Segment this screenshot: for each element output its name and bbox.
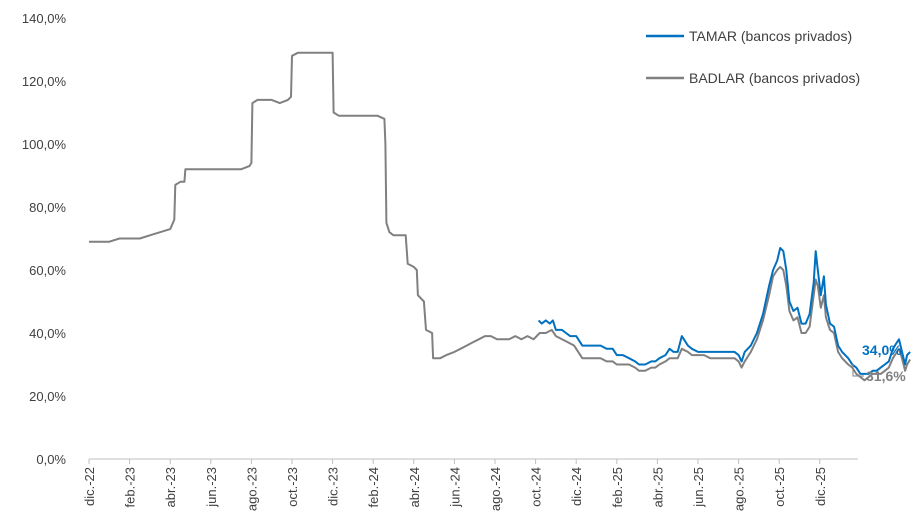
y-tick-label: 60,0% xyxy=(29,263,66,278)
y-tick-label: 100,0% xyxy=(22,137,67,152)
end-label-badlar: 31,6% xyxy=(866,368,906,384)
y-tick-label: 140,0% xyxy=(22,11,67,26)
legend-label-tamar: TAMAR (bancos privados) xyxy=(689,28,852,44)
x-tick-label: feb.-24 xyxy=(366,467,381,507)
x-tick-label: abr.-24 xyxy=(407,467,422,507)
x-tick-label: jun.-23 xyxy=(204,467,219,508)
x-tick-label: ago.-23 xyxy=(244,467,259,511)
legend: TAMAR (bancos privados) BADLAR (bancos p… xyxy=(646,28,860,86)
legend-label-badlar: BADLAR (bancos privados) xyxy=(689,70,860,86)
x-tick-label: oct.-23 xyxy=(285,467,300,507)
x-tick-label: feb.-23 xyxy=(123,467,138,507)
x-axis-ticks: dic.-22 feb.-23 abr.-23 jun.-23 ago.-23 oct.-… xyxy=(82,459,828,511)
y-tick-label: 120,0% xyxy=(22,74,67,89)
x-tick-label: dic.-24 xyxy=(569,467,584,506)
y-tick-label: 20,0% xyxy=(29,389,66,404)
x-tick-label: oct.-25 xyxy=(772,467,787,507)
x-tick-label: dic.-25 xyxy=(813,467,828,506)
end-label-tamar: 34,0% xyxy=(862,342,902,358)
x-tick-label: dic.-23 xyxy=(326,467,341,506)
y-tick-label: 0,0% xyxy=(36,452,66,467)
series-line-tamar xyxy=(537,247,911,375)
end-label-leader-badlar xyxy=(852,364,864,377)
y-tick-label: 80,0% xyxy=(29,200,66,215)
x-tick-label: ago.-24 xyxy=(488,467,503,511)
x-tick-label: abr.-23 xyxy=(163,467,178,507)
x-tick-label: oct.-24 xyxy=(529,467,544,507)
x-tick-label: abr.-25 xyxy=(650,467,665,507)
series-lines xyxy=(89,51,911,382)
y-tick-label: 40,0% xyxy=(29,326,66,341)
x-tick-label: ago.-25 xyxy=(732,467,747,511)
x-tick-label: jun.-24 xyxy=(447,467,462,508)
series-line-badlar xyxy=(89,51,911,382)
x-tick-label: jun.-25 xyxy=(691,467,706,508)
end-labels: 34,0% 31,6% xyxy=(852,342,906,384)
x-tick-label: feb.-25 xyxy=(610,467,625,507)
y-axis-ticks: 0,0% 20,0% 40,0% 60,0% 80,0% 100,0% 120,0% 140,… xyxy=(22,11,67,467)
x-tick-label: dic.-22 xyxy=(82,467,97,506)
